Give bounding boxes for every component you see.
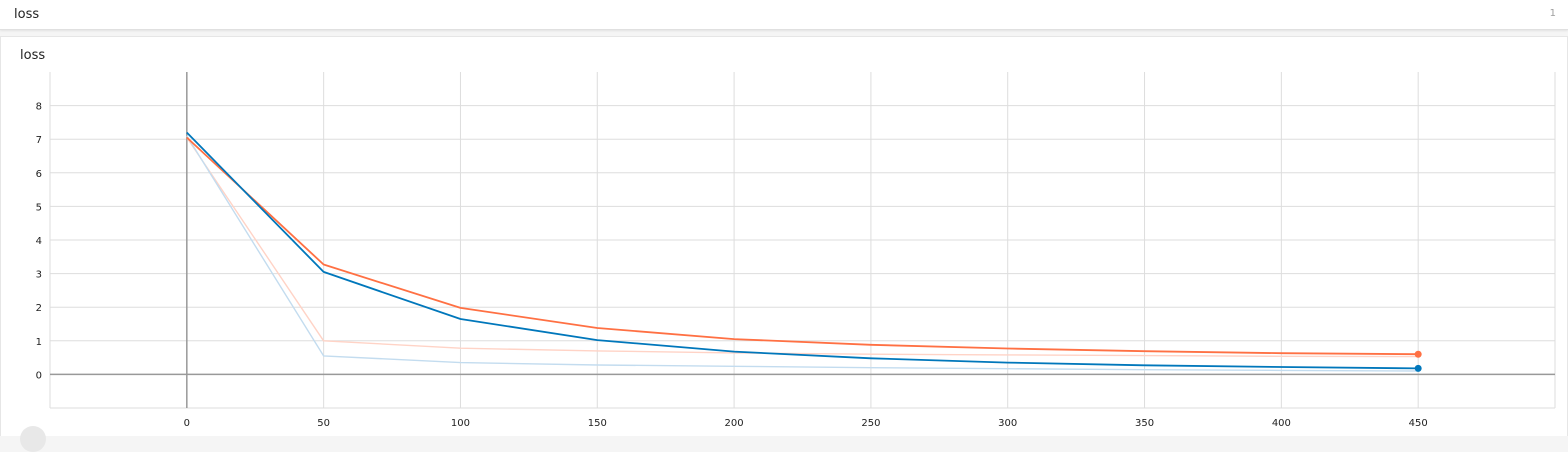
x-axis-ticks: 0 50 100 150 200 250 300 350 400 450 bbox=[184, 418, 1428, 429]
series-line-smoothed bbox=[186, 131, 1419, 370]
y-tick-label: 6 bbox=[36, 169, 42, 180]
chart-card bbox=[0, 36, 1568, 436]
panel-header-count: 1 bbox=[1549, 8, 1556, 19]
y-axis-ticks: 0 1 2 3 4 5 6 7 8 bbox=[36, 102, 42, 382]
loss-chart[interactable]: 0 50 100 150 200 250 300 350 400 450 0 1 2 3 4 5 6 7 8 bbox=[0, 0, 1568, 435]
chart-axes bbox=[50, 72, 1555, 408]
x-tick-label: 250 bbox=[861, 418, 880, 429]
x-tick-label: 50 bbox=[317, 418, 330, 429]
x-tick-label: 450 bbox=[1409, 418, 1428, 429]
y-tick-label: 5 bbox=[36, 202, 42, 213]
chart-title: loss bbox=[20, 48, 46, 63]
y-tick-label: 2 bbox=[36, 303, 42, 314]
series-line-raw bbox=[186, 135, 1419, 372]
y-tick-label: 0 bbox=[36, 370, 42, 381]
series-end-point bbox=[1414, 364, 1422, 372]
x-tick-label: 400 bbox=[1272, 418, 1291, 429]
x-tick-label: 300 bbox=[998, 418, 1017, 429]
chart-series bbox=[186, 131, 1422, 372]
fab-button[interactable] bbox=[20, 426, 46, 452]
series-line-smoothed bbox=[186, 136, 1419, 356]
y-tick-label: 8 bbox=[36, 102, 42, 113]
x-tick-label: 350 bbox=[1135, 418, 1154, 429]
x-tick-label: 0 bbox=[184, 418, 190, 429]
x-tick-label: 200 bbox=[725, 418, 744, 429]
series-end-point bbox=[1414, 350, 1422, 358]
y-tick-label: 3 bbox=[36, 270, 42, 281]
panel-header-title: loss bbox=[14, 7, 40, 22]
y-tick-label: 1 bbox=[36, 337, 42, 348]
chart-grid bbox=[49, 72, 1556, 409]
y-tick-label: 4 bbox=[36, 236, 42, 247]
x-tick-label: 150 bbox=[588, 418, 607, 429]
panel-header[interactable]: loss 1 bbox=[0, 0, 1568, 30]
x-tick-label: 100 bbox=[451, 418, 470, 429]
y-tick-label: 7 bbox=[36, 135, 42, 146]
series-line-raw bbox=[186, 137, 1419, 358]
